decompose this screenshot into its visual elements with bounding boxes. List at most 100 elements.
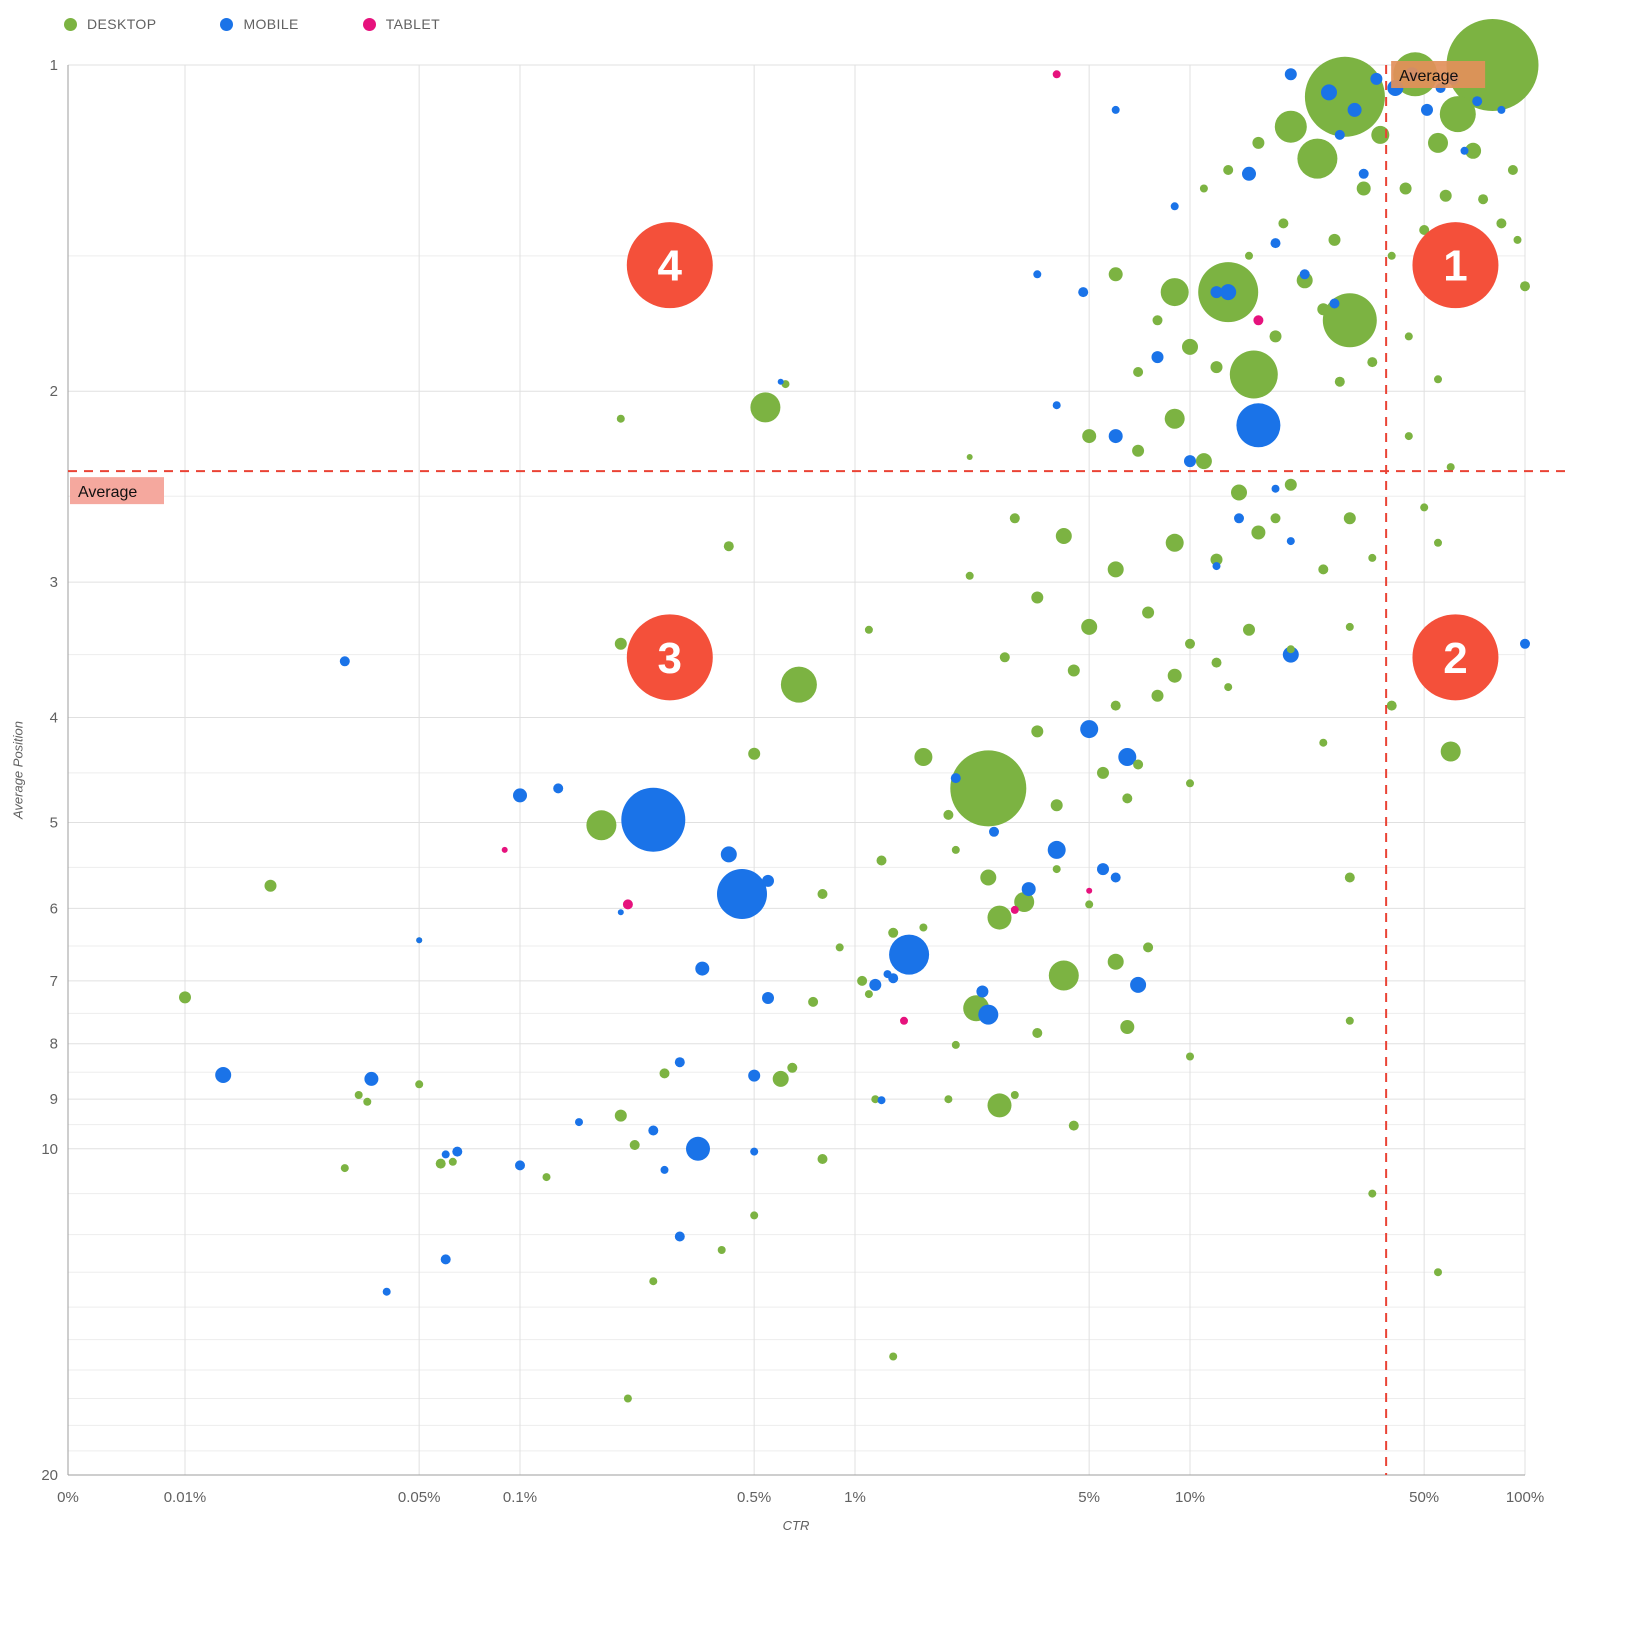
bubble-desktop[interactable] (1210, 361, 1223, 374)
bubble-desktop[interactable] (179, 991, 191, 1004)
bubble-desktop[interactable] (750, 392, 781, 423)
bubble-mobile[interactable] (762, 992, 774, 1004)
bubble-desktop[interactable] (864, 990, 873, 999)
bubble-desktop[interactable] (1420, 503, 1429, 512)
bubble-mobile[interactable] (1212, 562, 1221, 571)
bubble-desktop[interactable] (1132, 444, 1145, 457)
bubble-desktop[interactable] (1048, 960, 1079, 991)
bubble-desktop[interactable] (1440, 741, 1461, 762)
bubble-desktop[interactable] (1434, 375, 1442, 384)
bubble-mobile[interactable] (1520, 638, 1530, 649)
bubble-desktop[interactable] (965, 571, 974, 580)
bubble-desktop[interactable] (1031, 725, 1044, 738)
bubble-desktop[interactable] (1081, 618, 1098, 635)
bubble-desktop[interactable] (1085, 900, 1094, 909)
bubble-desktop[interactable] (1167, 668, 1182, 683)
bubble-desktop[interactable] (1297, 138, 1338, 179)
bubble-mobile[interactable] (441, 1150, 450, 1159)
bubble-desktop[interactable] (999, 652, 1010, 663)
bubble-tablet[interactable] (501, 846, 508, 853)
bubble-mobile[interactable] (748, 1069, 761, 1082)
bubble-desktop[interactable] (1387, 251, 1396, 260)
bubble-desktop[interactable] (1082, 429, 1097, 444)
bubble-desktop[interactable] (1120, 1020, 1135, 1034)
bubble-desktop[interactable] (1356, 181, 1371, 196)
bubble-desktop[interactable] (1304, 56, 1385, 137)
bubble-desktop[interactable] (750, 1211, 759, 1220)
bubble-desktop[interactable] (817, 1154, 828, 1164)
bubble-desktop[interactable] (1164, 408, 1185, 429)
bubble-mobile[interactable] (978, 1004, 999, 1025)
bubble-mobile[interactable] (1220, 284, 1237, 301)
bubble-desktop[interactable] (1371, 125, 1390, 144)
bubble-desktop[interactable] (1009, 513, 1020, 524)
bubble-desktop[interactable] (1229, 350, 1278, 399)
bubble-desktop[interactable] (586, 810, 617, 841)
bubble-desktop[interactable] (717, 1246, 726, 1254)
bubble-mobile[interactable] (452, 1146, 463, 1157)
bubble-desktop[interactable] (354, 1091, 363, 1099)
bubble-desktop[interactable] (950, 750, 1027, 827)
bubble-tablet[interactable] (622, 899, 633, 910)
bubble-mobile[interactable] (674, 1057, 685, 1068)
bubble-desktop[interactable] (1343, 512, 1356, 525)
bubble-desktop[interactable] (1278, 218, 1289, 229)
bubble-desktop[interactable] (340, 1164, 349, 1173)
bubble-desktop[interactable] (1334, 376, 1345, 387)
bubble-desktop[interactable] (659, 1068, 670, 1079)
bubble-desktop[interactable] (1097, 766, 1109, 779)
bubble-desktop[interactable] (1345, 622, 1354, 631)
bubble-desktop[interactable] (864, 625, 873, 634)
bubble-mobile[interactable] (1299, 269, 1310, 280)
bubble-desktop[interactable] (1032, 1028, 1043, 1038)
bubble-mobile[interactable] (1270, 238, 1281, 249)
bubble-mobile[interactable] (339, 656, 350, 667)
bubble-mobile[interactable] (1460, 146, 1469, 155)
bubble-desktop[interactable] (951, 1040, 960, 1049)
bubble-desktop[interactable] (1507, 165, 1518, 175)
bubble-mobile[interactable] (416, 937, 423, 944)
bubble-desktop[interactable] (817, 889, 828, 899)
bubble-desktop[interactable] (1165, 533, 1184, 552)
bubble-desktop[interactable] (1344, 872, 1355, 883)
bubble-mobile[interactable] (686, 1136, 710, 1161)
bubble-desktop[interactable] (1186, 779, 1194, 788)
bubble-desktop[interactable] (1367, 357, 1378, 368)
bubble-mobile[interactable] (1284, 68, 1297, 81)
bubble-tablet[interactable] (1052, 70, 1061, 79)
bubble-desktop[interactable] (1497, 76, 1522, 100)
bubble-desktop[interactable] (1108, 267, 1123, 282)
bubble-desktop[interactable] (629, 1140, 640, 1150)
bubble-mobile[interactable] (1110, 872, 1121, 883)
bubble-desktop[interactable] (1107, 953, 1124, 970)
bubble-desktop[interactable] (542, 1173, 551, 1182)
bubble-mobile[interactable] (1334, 129, 1345, 140)
bubble-desktop[interactable] (1317, 303, 1330, 316)
bubble-mobile[interactable] (889, 934, 930, 975)
bubble-desktop[interactable] (1055, 528, 1072, 544)
bubble-mobile[interactable] (660, 1165, 669, 1174)
bubble-desktop[interactable] (857, 975, 868, 986)
bubble-desktop[interactable] (951, 845, 960, 854)
bubble-desktop[interactable] (1345, 1016, 1354, 1025)
bubble-mobile[interactable] (989, 826, 999, 837)
bubble-mobile[interactable] (950, 773, 961, 784)
bubble-mobile[interactable] (883, 970, 892, 979)
bubble-desktop[interactable] (1152, 315, 1163, 326)
bubble-desktop[interactable] (1269, 330, 1282, 343)
bubble-mobile[interactable] (777, 378, 784, 385)
bubble-desktop[interactable] (623, 1394, 632, 1403)
bubble-desktop[interactable] (787, 1062, 798, 1073)
bubble-desktop[interactable] (1050, 799, 1063, 812)
bubble-mobile[interactable] (1078, 287, 1089, 298)
bubble-desktop[interactable] (1434, 538, 1442, 547)
bubble-desktop[interactable] (1185, 638, 1195, 649)
bubble-mobile[interactable] (1321, 84, 1337, 101)
bubble-mobile[interactable] (1118, 748, 1137, 766)
bubble-mobile[interactable] (1097, 863, 1109, 876)
bubble-desktop[interactable] (1465, 142, 1482, 159)
bubble-desktop[interactable] (1428, 132, 1448, 153)
bubble-desktop[interactable] (1143, 942, 1154, 953)
bubble-desktop[interactable] (1434, 1268, 1442, 1277)
bubble-desktop[interactable] (1182, 338, 1198, 355)
